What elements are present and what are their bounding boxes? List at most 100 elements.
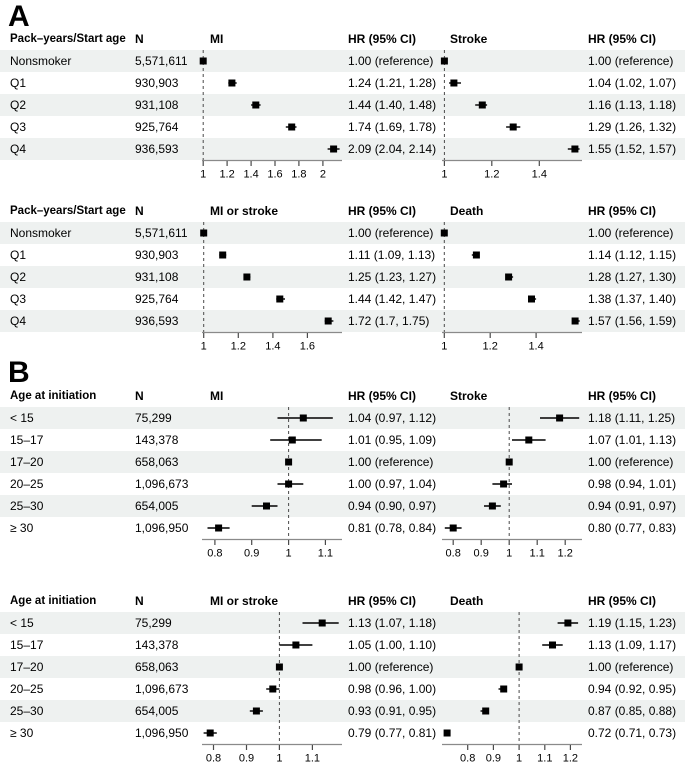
x-tick-label: 1 [441,341,447,353]
row-label: Q1 [10,248,27,262]
table-row: Q2 931,108 1.44 (1.40, 1.48) 1.16 (1.13, 1.… [0,94,685,116]
hr-marker [275,663,283,671]
n-value: 930,903 [135,76,179,90]
table-row: < 15 75,299 1.04 (0.97, 1.12) 1.18 (1.11, 1… [0,407,685,429]
hr-marker [482,707,490,715]
hr-marker [571,145,579,153]
x-tick-label: 1.8 [291,169,306,181]
hr-marker [276,295,284,303]
column-header-n: N [135,32,144,46]
row-label: ≥ 30 [10,521,34,535]
hr-ci-value-left: 1.24 (1.21, 1.28) [348,76,437,90]
x-tick-label: 1.1 [305,753,320,765]
row-label: Q3 [10,292,27,306]
x-tick-label: 1.1 [318,548,333,560]
x-tick-label: 1.2 [231,341,246,353]
forest-table-packyears-mi-stroke: Pack–years/Start age N MI HR (95% CI) Stroke… [0,28,685,186]
forest-plot-mi-or-stroke: 1 1.2 1.4 1.6 [200,222,342,353]
n-value: 931,108 [135,98,179,112]
hr-marker [206,729,214,737]
hr-ci-value-left: 1.05 (1.00, 1.10) [348,638,437,652]
table-row: < 15 75,299 1.13 (1.07, 1.18) 1.19 (1.15, 1… [0,612,685,634]
row-label: 25–30 [10,704,44,718]
x-tick-label: 1 [201,341,207,353]
table-header-row: Pack–years/Start age N MI HR (95% CI) Stroke… [0,28,685,50]
table-row: Q3 925,764 1.74 (1.69, 1.78) 1.29 (1.26, 1.… [0,116,685,138]
x-tick-label: 1.2 [563,753,578,765]
x-tick-label: 1 [276,753,282,765]
column-header-hr-right: HR (95% CI) [588,389,657,403]
plot-title-right: Stroke [450,32,488,46]
hr-ci-value-right: 0.94 (0.91, 0.97) [588,499,677,513]
n-value: 936,593 [135,142,179,156]
n-value: 936,593 [135,314,179,328]
hr-ci-value-right: 0.87 (0.85, 0.88) [588,704,677,718]
row-label: Nonsmoker [10,226,72,240]
hr-ci-value-left: 1.00 (0.97, 1.04) [348,477,437,491]
n-value: 658,063 [135,455,179,469]
x-tick-label: 1.1 [530,548,545,560]
hr-ci-value-left: 1.00 (reference) [348,226,434,240]
hr-marker [472,251,480,259]
hr-ci-value-right: 1.38 (1.37, 1.40) [588,292,677,306]
hr-marker [324,317,332,325]
hr-ci-value-right: 1.14 (1.12, 1.15) [588,248,677,262]
hr-ci-value-left: 1.01 (0.95, 1.09) [348,433,437,447]
hr-ci-value-right: 0.98 (0.94, 1.01) [588,477,677,491]
table-header-row: Age at initiation N MI HR (95% CI) Stroke HR … [0,385,685,407]
hr-ci-value-right: 1.00 (reference) [588,455,674,469]
hr-marker [292,641,300,649]
row-label: Q2 [10,98,27,112]
x-tick-label: 1 [441,169,447,181]
x-tick-label: 1 [200,169,206,181]
plot-title-left: MI or stroke [210,204,279,218]
forest-table-packyears-mistroke-death: Pack–years/Start age N MI or stroke HR (95%… [0,200,685,358]
column-header-hr-left: HR (95% CI) [348,32,417,46]
hr-ci-value-right: 1.04 (1.02, 1.07) [588,76,677,90]
table-row: 25–30 654,005 0.94 (0.90, 0.97) 0.94 (0.91,… [0,495,685,517]
row-label: 17–20 [10,660,44,674]
hr-marker [318,619,326,627]
hr-marker [515,663,523,671]
x-tick-label: 0.8 [460,753,475,765]
hr-marker [564,619,572,627]
hr-marker [505,273,513,281]
hr-marker [330,145,338,153]
forest-plot-stroke: 1 1.2 1.4 [440,50,582,181]
hr-marker [243,273,251,281]
n-value: 5,571,611 [135,226,188,240]
x-tick-label: 1 [286,548,292,560]
hr-ci-value-left: 2.09 (2.04, 2.14) [348,142,437,156]
plot-title-right: Death [450,594,484,608]
hr-marker [549,641,556,649]
x-tick-label: 1.2 [484,169,499,181]
hr-marker [571,317,579,325]
n-value: 143,378 [135,433,179,447]
column-header-hr-left: HR (95% CI) [348,594,417,608]
x-tick-label: 1 [516,753,522,765]
hr-ci-value-left: 1.00 (reference) [348,660,434,674]
table-row: Q4 936,593 2.09 (2.04, 2.14) 1.55 (1.52, 1.… [0,138,685,160]
hr-ci-value-right: 0.80 (0.77, 0.83) [588,521,677,535]
table-header-row: Pack–years/Start age N MI or stroke HR (95%… [0,200,685,222]
hr-marker [509,123,517,131]
x-tick-label: 0.8 [446,548,461,560]
n-value: 75,299 [135,616,172,630]
n-value: 658,063 [135,660,179,674]
table-row: 17–20 658,063 1.00 (reference) 1.00 (refere… [0,656,685,678]
hr-marker [288,436,296,444]
table-header-row: Age at initiation N MI or stroke HR (95% CI… [0,590,685,612]
plot-title-right: Death [450,204,484,218]
panel-label-b: B [8,356,30,389]
x-tick-label: 0.9 [239,753,254,765]
hr-marker [478,101,486,109]
forest-plot-stroke: 0.8 0.9 1 1.1 1.2 [442,407,582,560]
row-label: 15–17 [10,433,44,447]
hr-marker [488,502,496,510]
n-value: 654,005 [135,704,179,718]
row-label: Q3 [10,120,27,134]
hr-ci-value-left: 0.94 (0.90, 0.97) [348,499,437,513]
table-row: Q2 931,108 1.25 (1.23, 1.27) 1.28 (1.27, 1.… [0,266,685,288]
hr-ci-value-right: 1.16 (1.13, 1.18) [588,98,677,112]
